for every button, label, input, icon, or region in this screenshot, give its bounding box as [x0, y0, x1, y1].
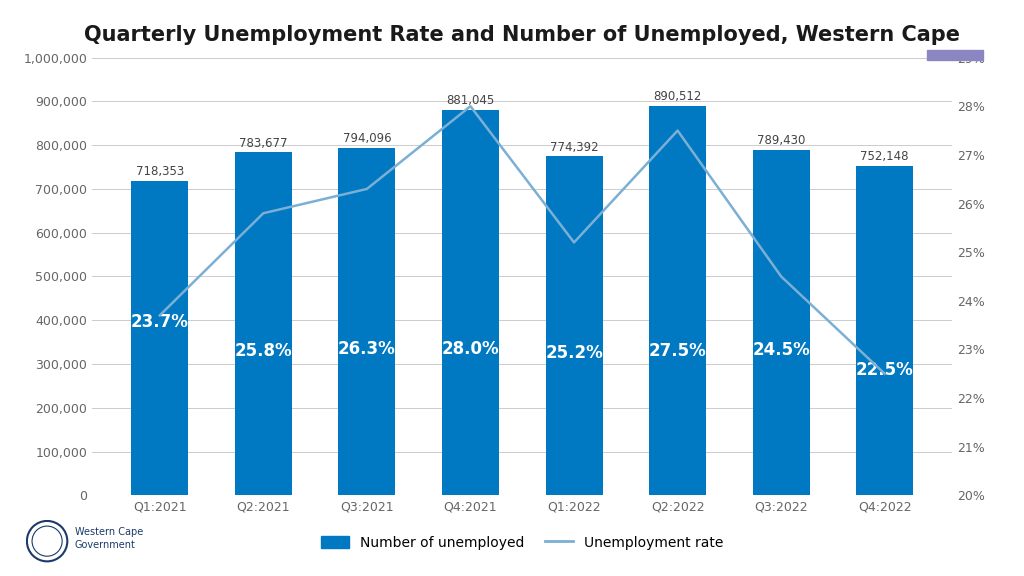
- Text: 783,677: 783,677: [239, 137, 288, 150]
- Bar: [338, 147, 395, 495]
- Text: Western Cape
Government: Western Cape Government: [75, 527, 143, 550]
- Text: 28.0%: 28.0%: [441, 340, 500, 358]
- Text: 25.8%: 25.8%: [234, 342, 292, 360]
- Text: 774,392: 774,392: [550, 141, 598, 154]
- Text: 22.5%: 22.5%: [856, 361, 913, 379]
- Bar: [856, 166, 913, 495]
- Text: 881,045: 881,045: [446, 94, 495, 107]
- Bar: [131, 181, 188, 495]
- Text: 718,353: 718,353: [135, 165, 184, 178]
- Text: 23.7%: 23.7%: [131, 313, 188, 331]
- Text: 789,430: 789,430: [757, 134, 805, 147]
- Text: 25.2%: 25.2%: [545, 344, 603, 362]
- Text: 24.5%: 24.5%: [753, 341, 810, 359]
- Text: 26.3%: 26.3%: [338, 340, 395, 358]
- Bar: [649, 105, 707, 495]
- Text: 890,512: 890,512: [653, 90, 701, 103]
- Bar: [234, 152, 292, 495]
- Text: 752,148: 752,148: [860, 150, 909, 164]
- Text: 27.5%: 27.5%: [649, 342, 707, 360]
- Bar: [546, 156, 602, 495]
- Bar: [753, 150, 810, 495]
- Bar: [442, 109, 499, 495]
- Text: 794,096: 794,096: [343, 132, 391, 145]
- Title: Quarterly Unemployment Rate and Number of Unemployed, Western Cape: Quarterly Unemployment Rate and Number o…: [84, 25, 961, 45]
- Legend: Number of unemployed, Unemployment rate: Number of unemployed, Unemployment rate: [322, 536, 723, 550]
